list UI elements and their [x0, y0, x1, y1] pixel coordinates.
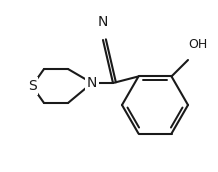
Text: N: N: [98, 15, 108, 29]
Text: N: N: [87, 76, 97, 90]
Text: OH: OH: [188, 39, 207, 51]
Text: S: S: [28, 79, 36, 93]
